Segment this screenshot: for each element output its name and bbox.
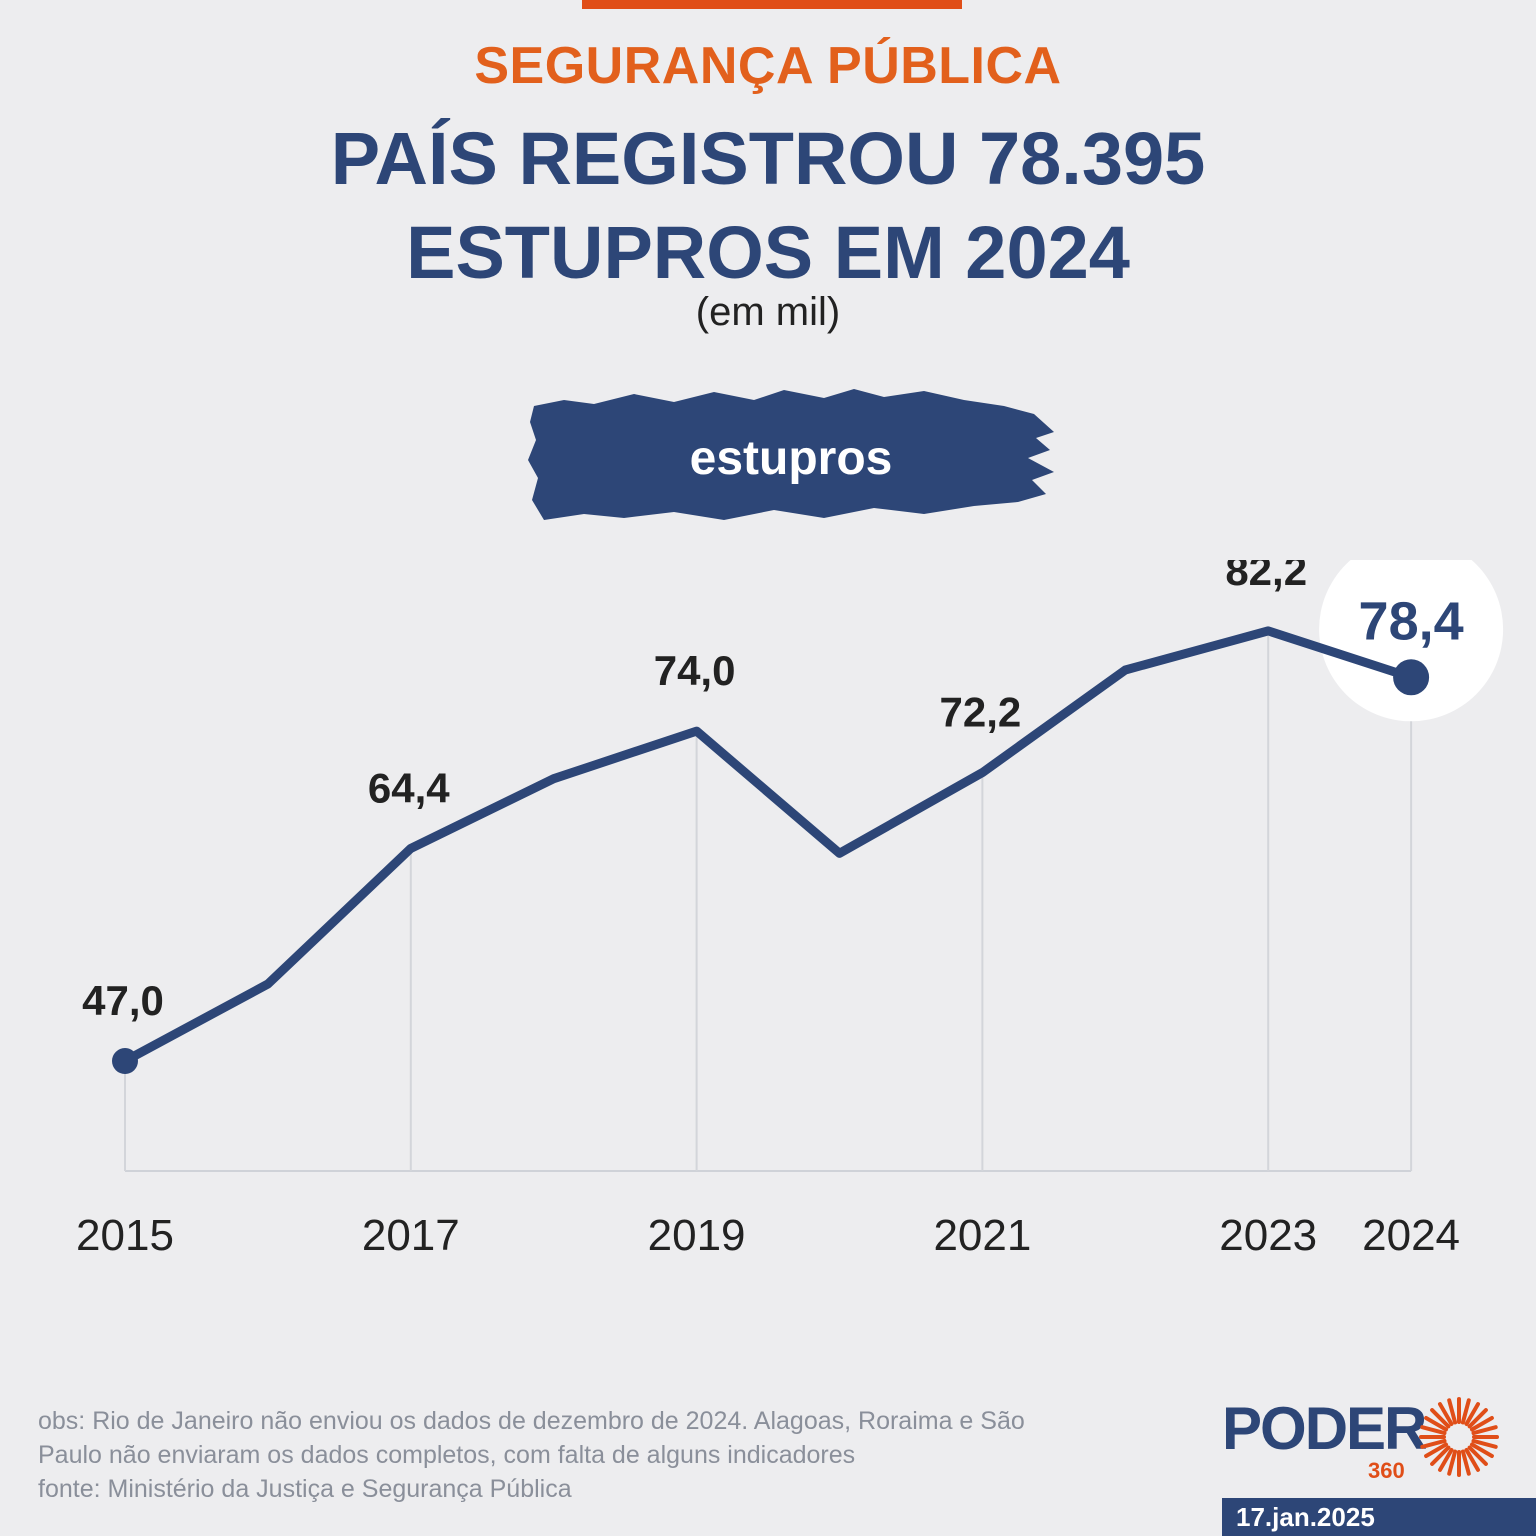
- x-tick-label-2015: 2015: [76, 1211, 174, 1260]
- line-chart: 47,0 64,4 74,0 72,2 82,2 78,4 2015 2017 2019 2021…: [76, 560, 1504, 1260]
- x-tick-label-2023: 2023: [1219, 1211, 1317, 1260]
- series-line: [120, 626, 1416, 1066]
- x-tick-label-2024: 2024: [1362, 1211, 1460, 1260]
- data-point-first: [112, 1048, 138, 1075]
- x-tick-label-2019: 2019: [648, 1211, 746, 1260]
- footnote: obs: Rio de Janeiro não enviou os dados …: [38, 1404, 1198, 1506]
- logo-wordmark: PODER: [1222, 1395, 1427, 1462]
- highlight-circle: [1319, 560, 1504, 722]
- brush-stroke-shape: [528, 389, 1054, 520]
- series-label: estupros: [689, 432, 893, 485]
- data-label-2023: 82,2: [1225, 560, 1307, 594]
- headline: PAÍS REGISTROU 78.395 ESTUPROS EM 2024: [0, 112, 1536, 300]
- x-tick-label-2021: 2021: [933, 1211, 1031, 1260]
- data-label-2019: 74,0: [654, 647, 736, 694]
- logo-number: 360: [1368, 1458, 1405, 1483]
- sun-rays-icon: [1419, 1397, 1499, 1477]
- series-label-badge: estupros: [524, 388, 1058, 522]
- kicker: SEGURANÇA PÚBLICA: [474, 37, 1062, 95]
- publication-date: 17.jan.2025: [1222, 1498, 1536, 1536]
- source-line: fonte: Ministério da Justiça e Segurança…: [38, 1475, 572, 1503]
- x-tick-label-2017: 2017: [362, 1211, 460, 1260]
- top-accent-bar: [582, 0, 962, 9]
- poder360-logo: PODER 360: [1222, 1392, 1512, 1492]
- data-label-2024: 78,4: [1359, 591, 1464, 651]
- data-label-2021: 72,2: [940, 689, 1022, 736]
- data-label-2015: 47,0: [82, 977, 164, 1024]
- headline-line-1: PAÍS REGISTROU 78.395: [330, 117, 1206, 200]
- headline-line-2: ESTUPROS EM 2024: [406, 211, 1130, 294]
- note-line-1: obs: Rio de Janeiro não enviou os dados …: [38, 1407, 1025, 1435]
- subtitle: (em mil): [695, 290, 841, 334]
- data-point-last: [1393, 659, 1430, 696]
- note-line-2: Paulo não enviaram os dados completos, c…: [38, 1441, 856, 1469]
- data-label-2017: 64,4: [368, 764, 450, 811]
